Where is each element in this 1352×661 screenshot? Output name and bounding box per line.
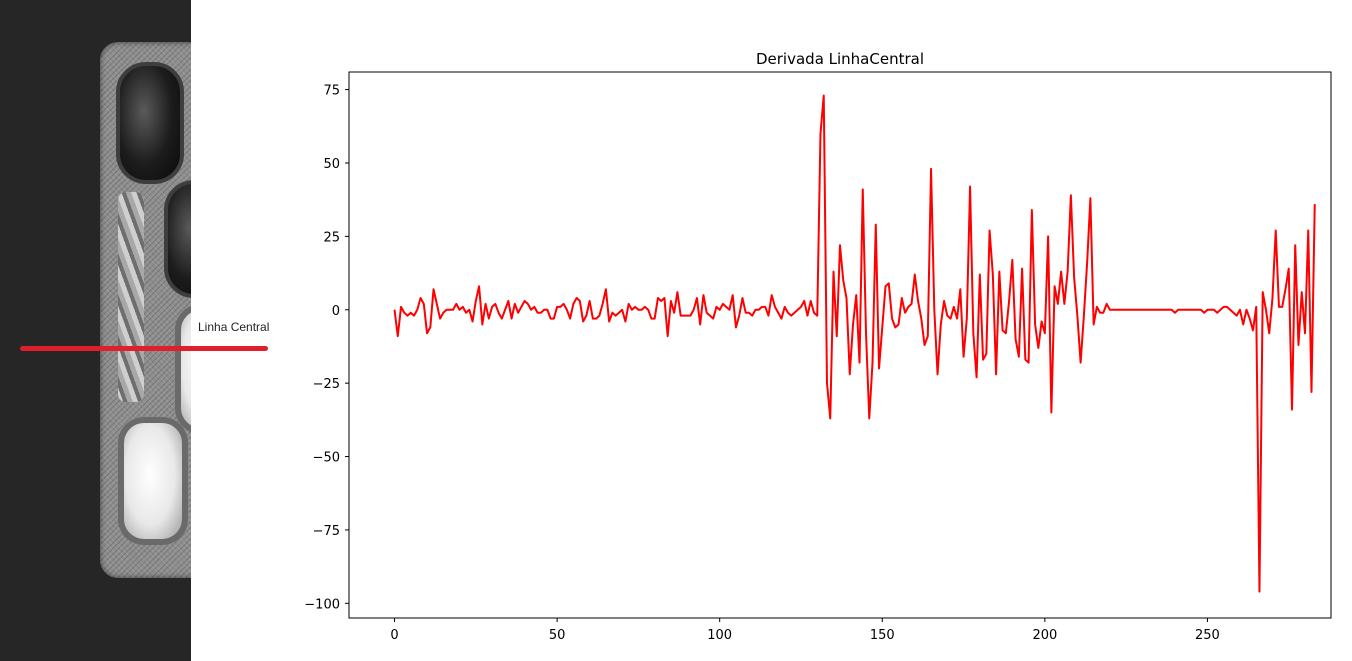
y-tick-label: −75 — [313, 524, 340, 539]
y-tick-label: 25 — [323, 230, 340, 245]
x-tick-label: 100 — [707, 628, 732, 643]
x-tick-label: 250 — [1195, 628, 1220, 643]
foil-strip — [118, 192, 144, 402]
y-axis: 75 50 25 0 −25 −50 −75 −100 — [304, 84, 349, 612]
x-tick-label: 0 — [390, 628, 398, 643]
center-line-label: Linha Central — [198, 320, 270, 334]
y-tick-label: −100 — [304, 597, 340, 612]
blister-pack — [100, 42, 191, 578]
derivative-series-line — [393, 94, 1316, 593]
y-tick-label: −25 — [313, 377, 340, 392]
blister-photo — [0, 0, 191, 661]
center-line-marker — [20, 346, 268, 351]
y-tick-label: 75 — [323, 84, 340, 99]
capsule-pocket-dark — [116, 62, 184, 184]
tablet-pocket-white — [118, 417, 188, 545]
chart-title: Derivada LinhaCentral — [756, 50, 924, 68]
x-tick-label: 50 — [549, 628, 566, 643]
x-tick-label: 150 — [870, 628, 895, 643]
plot-frame — [348, 71, 1332, 619]
y-tick-label: 50 — [323, 157, 340, 172]
y-tick-label: 0 — [332, 304, 340, 319]
x-tick-label: 200 — [1032, 628, 1057, 643]
x-axis: 0 50 100 150 200 250 — [390, 618, 1220, 643]
y-tick-label: −50 — [313, 451, 340, 466]
